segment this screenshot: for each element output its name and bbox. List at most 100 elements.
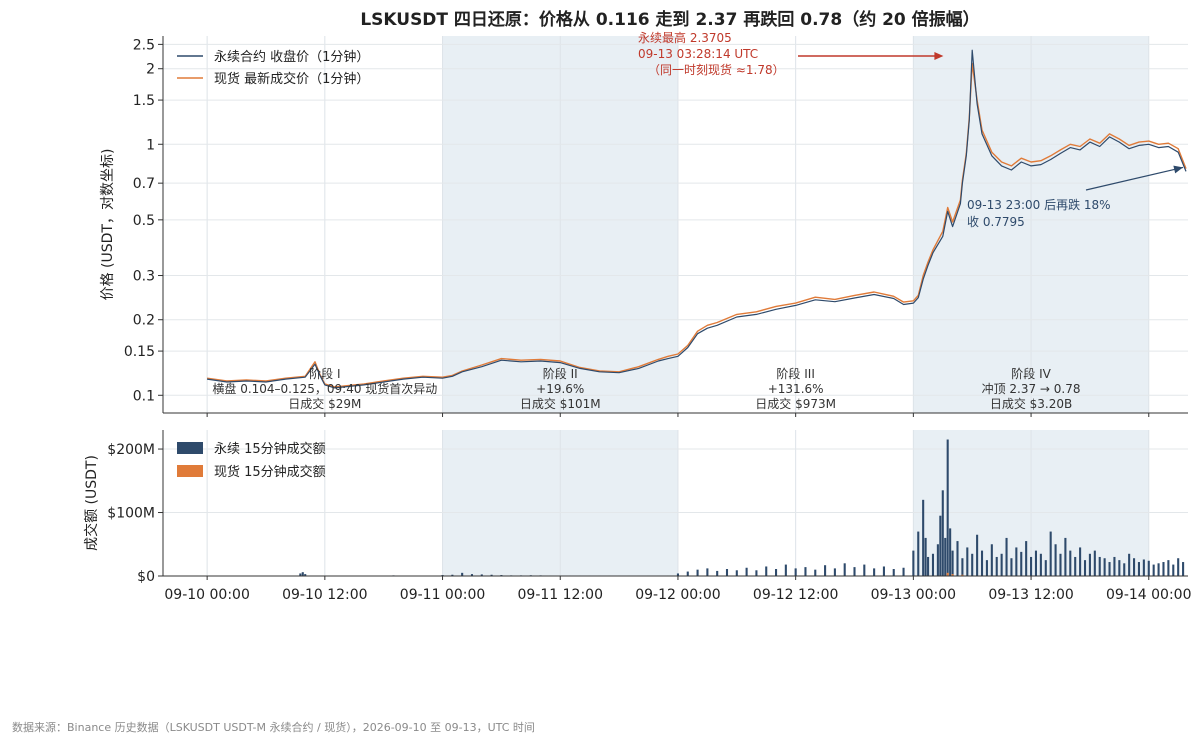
perp-volume-bar bbox=[480, 574, 483, 576]
perp-volume-bar bbox=[1088, 553, 1091, 576]
perp-volume-bar bbox=[1059, 553, 1062, 576]
perp-volume-bar bbox=[725, 569, 729, 576]
phase-volume-1: 日成交 $29M bbox=[288, 396, 361, 411]
price-panel: 0.1 0.15 0.2 0.3 0.5 0.7 1 1.5 2 2.5 价格 (USDT，对数坐标… bbox=[100, 30, 1188, 417]
perp-volume-bar bbox=[966, 547, 969, 576]
close-annotation-arrow bbox=[1085, 166, 1184, 191]
legend-label-perp-volume: 永续 15分钟成交额 bbox=[214, 441, 326, 457]
perp-volume-bar bbox=[304, 574, 307, 576]
phase-desc-3: +131.6% bbox=[768, 382, 824, 396]
spot-volume-bar bbox=[961, 574, 964, 576]
price-ytick-label: 0.5 bbox=[133, 213, 155, 229]
spot-volume-bar bbox=[951, 574, 954, 576]
volume-ytick-label: $0 bbox=[137, 569, 155, 585]
x-tick-label: 09-14 00:00 bbox=[1106, 587, 1191, 603]
perp-volume-bar bbox=[1034, 550, 1038, 576]
perp-volume-bar bbox=[951, 550, 954, 576]
perp-volume-bar bbox=[902, 567, 905, 576]
perp-volume-bar bbox=[1182, 562, 1185, 576]
perp-volume-bar bbox=[995, 556, 998, 576]
perp-volume-bar bbox=[824, 565, 827, 576]
phase-volume-2: 日成交 $101M bbox=[520, 396, 601, 411]
volume-ytick-label: $200M bbox=[107, 442, 155, 458]
peak-annotation-line-1: 永续最高 2.3705 bbox=[638, 30, 732, 45]
perp-volume-bar bbox=[1030, 556, 1033, 576]
close-annotation-line-2: 收 0.7795 bbox=[967, 215, 1025, 229]
volume-ytick-label: $100M bbox=[107, 506, 155, 522]
perp-volume-bar bbox=[1128, 553, 1131, 576]
perp-volume-bar bbox=[1152, 564, 1155, 576]
perp-volume-bar bbox=[1005, 537, 1008, 576]
perp-volume-bar bbox=[1133, 558, 1136, 576]
peak-annotation-arrowhead bbox=[934, 52, 944, 60]
x-tick-label: 09-11 00:00 bbox=[400, 587, 485, 603]
perp-volume-bar bbox=[946, 439, 949, 576]
x-tick-label: 09-13 00:00 bbox=[871, 587, 956, 603]
price-y-axis-label: 价格 (USDT，对数坐标) bbox=[100, 149, 116, 301]
perp-volume-bar bbox=[301, 572, 304, 576]
perp-volume-bar bbox=[912, 550, 915, 576]
perp-volume-bar bbox=[863, 564, 866, 576]
perp-volume-bar bbox=[1000, 553, 1003, 576]
perp-volume-bar bbox=[676, 573, 679, 576]
perp-volume-bar bbox=[1162, 562, 1165, 576]
spot-volume-bar bbox=[946, 572, 949, 576]
price-ytick-label: 0.1 bbox=[133, 388, 155, 404]
spot-price-line bbox=[207, 62, 1187, 388]
perp-volume-bar bbox=[794, 568, 797, 576]
x-tick-label: 09-11 12:00 bbox=[518, 587, 603, 603]
perp-volume-bar bbox=[949, 528, 952, 576]
perp-volume-bar bbox=[735, 570, 738, 576]
perp-volume-bar bbox=[892, 569, 895, 576]
perp-volume-bar bbox=[976, 534, 979, 576]
perp-volume-bar bbox=[1167, 560, 1170, 576]
perp-volume-bar bbox=[1103, 558, 1106, 576]
legend-swatch-spot-volume bbox=[177, 465, 203, 477]
perp-volume-bar bbox=[833, 568, 836, 576]
price-ytick-label: 0.2 bbox=[133, 313, 155, 329]
perp-volume-bar bbox=[924, 537, 927, 576]
perp-volume-bar bbox=[696, 569, 699, 576]
price-ytick-label: 0.3 bbox=[133, 269, 155, 285]
phase-label-3: 阶段 III bbox=[776, 366, 814, 381]
phase-label-1: 阶段 I bbox=[309, 366, 340, 381]
perp-volume-bar bbox=[927, 556, 930, 576]
phase-desc-4: 冲顶 2.37 → 0.78 bbox=[982, 381, 1081, 396]
phase-label-4: 阶段 IV bbox=[1011, 366, 1051, 381]
perp-volume-bar bbox=[814, 569, 817, 576]
phase-label-2: 阶段 II bbox=[543, 366, 578, 381]
perp-volume-bar bbox=[985, 560, 988, 576]
perp-volume-bar bbox=[804, 567, 807, 576]
perp-volume-bar bbox=[461, 572, 464, 576]
perp-volume-bar bbox=[765, 566, 768, 576]
perp-volume-bar bbox=[1147, 560, 1150, 576]
x-tick-label: 09-12 00:00 bbox=[635, 587, 720, 603]
x-tick-label: 09-10 00:00 bbox=[164, 587, 249, 603]
perp-volume-bar bbox=[451, 574, 454, 576]
perp-volume-bar bbox=[956, 541, 959, 576]
legend-label-spot-price: 现货 最新成交价（1分钟） bbox=[214, 71, 369, 87]
perp-volume-bar bbox=[917, 531, 920, 576]
perp-volume-bar bbox=[1093, 550, 1096, 576]
perp-volume-bar bbox=[470, 574, 474, 576]
perp-volume-bar bbox=[716, 570, 719, 576]
x-tick-label: 09-13 12:00 bbox=[988, 587, 1073, 603]
price-ytick-label: 0.7 bbox=[133, 176, 155, 192]
price-ytick-label: 1.5 bbox=[133, 93, 155, 109]
chart-title: LSKUSDT 四日还原：价格从 0.116 走到 2.37 再跌回 0.78（… bbox=[360, 9, 979, 30]
perp-volume-bar bbox=[1039, 553, 1042, 576]
perp-volume-bar bbox=[1069, 550, 1072, 576]
price-ytick-label: 1 bbox=[146, 137, 155, 153]
phase-volume-3: 日成交 $973M bbox=[755, 396, 836, 411]
perp-volume-bar bbox=[873, 568, 876, 576]
perp-volume-bar bbox=[784, 564, 787, 576]
price-ytick-label: 2 bbox=[146, 62, 155, 78]
perp-volume-bar bbox=[1108, 562, 1111, 576]
perp-volume-bar bbox=[1118, 560, 1121, 576]
phase-desc-2: +19.6% bbox=[536, 382, 584, 396]
peak-annotation-line-3: （同一时刻现货 ≈1.78） bbox=[648, 62, 785, 77]
perp-volume-bar bbox=[1142, 559, 1145, 576]
perp-volume-bar bbox=[1054, 544, 1057, 576]
perp-volume-bar bbox=[299, 573, 302, 576]
perp-volume-bar bbox=[1074, 556, 1077, 576]
